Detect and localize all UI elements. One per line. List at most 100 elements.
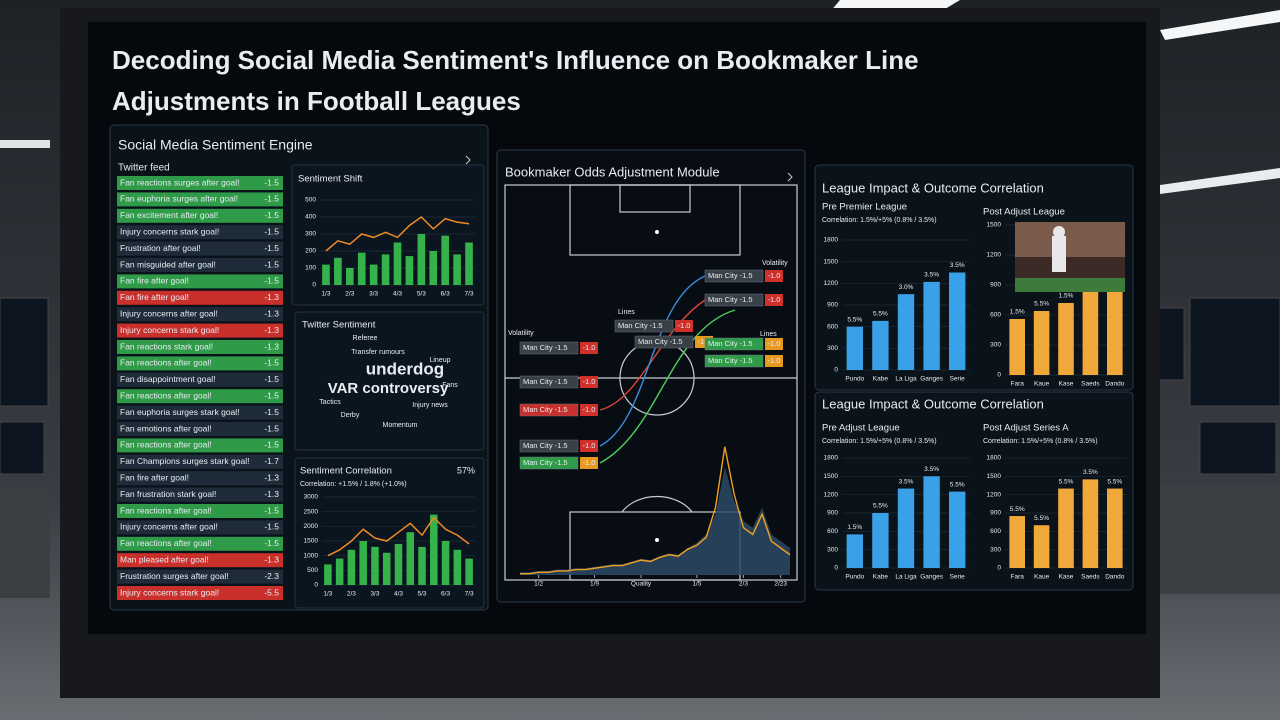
word: Referee <box>353 335 378 342</box>
feed-row <box>117 389 283 404</box>
feed-text: Injury concerns after goal! <box>120 308 218 318</box>
feed-row <box>117 536 283 551</box>
feed-value: -1.5 <box>264 423 279 433</box>
x-tick-label: 7/3 <box>465 291 474 298</box>
x-tick-label: La Liga <box>895 574 917 581</box>
panel-title: Social Media Sentiment Engine <box>118 137 313 153</box>
y-tick-label: 1200 <box>824 491 839 498</box>
bar <box>429 251 438 285</box>
bar <box>334 257 342 285</box>
feed-value: -1.5 <box>264 276 279 286</box>
y-tick-label: 900 <box>827 510 838 517</box>
expand-icon[interactable] <box>465 155 471 165</box>
bar <box>335 558 344 585</box>
feed-text: Fan excitement after goal! <box>120 210 218 220</box>
feed-value: -1.7 <box>264 456 279 466</box>
feed-text: Fan euphoria surges after goal! <box>120 194 238 204</box>
feed-row <box>117 471 283 486</box>
panel-title: League Impact & Outcome Correlation <box>822 396 1044 411</box>
side-monitor <box>1157 307 1185 381</box>
y-tick-label: 300 <box>990 342 1001 349</box>
odds-badge <box>580 404 598 416</box>
y-tick-label: 900 <box>990 510 1001 517</box>
bar-note: 5.5% <box>873 311 888 318</box>
page-title: Adjustments in Football Leagues <box>112 86 521 116</box>
odds-box <box>614 319 674 333</box>
bar <box>1009 319 1026 375</box>
penalty-spot <box>655 538 659 542</box>
bar <box>923 476 940 568</box>
odds-box <box>704 337 764 351</box>
odds-change: -1.0 <box>583 441 596 450</box>
y-tick-label: 600 <box>827 323 838 330</box>
x-tick-label: 6/3 <box>441 591 450 598</box>
odds-box <box>519 456 579 470</box>
feed-row <box>117 487 283 502</box>
chart-subtitle: Correlation: 1.5%/+5% (0.8% / 3.5%) <box>822 438 937 445</box>
feed-value: -1.5 <box>264 259 279 269</box>
bar <box>359 541 367 585</box>
y-tick-label: 100 <box>305 265 316 272</box>
y-tick-label: 0 <box>312 282 316 289</box>
word: Tactics <box>319 399 341 406</box>
odds-team: Man City -1.5 <box>708 339 753 348</box>
odds-box <box>519 439 579 453</box>
bar <box>923 281 940 370</box>
feed-row <box>117 520 283 535</box>
y-tick-label: 3000 <box>304 494 319 501</box>
x-tick-label: 4/3 <box>393 291 402 298</box>
x-tick-label: 1/3 <box>321 291 330 298</box>
x-tick-label: Saeds <box>1081 574 1100 581</box>
y-tick-label: 1800 <box>824 237 839 244</box>
bar <box>465 242 473 285</box>
side-monitor <box>1189 297 1280 407</box>
feed-row <box>117 405 283 420</box>
chart-subtitle: Correlation: 1.5%/+5% (0.8% / 3.5%) <box>983 438 1098 445</box>
chart-title: Sentiment Shift <box>298 174 363 185</box>
x-tick-label: 2/3 <box>345 291 354 298</box>
feed-text: Fan emotions after goal! <box>120 423 212 433</box>
x-tick-label: Kabe <box>873 574 889 581</box>
y-tick-label: 400 <box>305 214 316 221</box>
y-tick-label: 0 <box>314 582 318 589</box>
x-tick-label: 5/3 <box>417 291 426 298</box>
word: Injury news <box>412 402 448 409</box>
bar <box>369 264 378 285</box>
x-tick-label: La Liga <box>895 376 917 383</box>
bar-note: 3.5% <box>950 262 965 269</box>
odds-box <box>704 293 764 307</box>
feed-value: -1.5 <box>264 522 279 532</box>
odds-team: Man City -1.5 <box>638 337 683 346</box>
bar <box>1058 488 1074 568</box>
bar-note: 1.5% <box>847 524 862 531</box>
odds-change: -1.0 <box>583 458 596 467</box>
feed-text: Fan disappointment goal! <box>120 374 215 384</box>
feed-text: Injury concerns after goal! <box>120 522 218 532</box>
odds-team: Man City -1.5 <box>708 271 753 280</box>
panel <box>814 391 1134 591</box>
bar <box>872 320 889 370</box>
y-tick-label: 0 <box>834 565 838 572</box>
expand-icon[interactable] <box>787 172 793 182</box>
y-tick-label: 300 <box>990 546 1001 553</box>
bar-note: 5.5% <box>1034 301 1049 308</box>
feed-value: -1.5 <box>264 440 279 450</box>
x-tick-label: Saeds <box>1081 381 1100 388</box>
bar-note: 3.5% <box>1083 469 1098 476</box>
bar-note: 3.5% <box>924 272 939 279</box>
feed-text: Fan reactions after goal! <box>120 358 212 368</box>
odds-change: -1.0 <box>768 295 781 304</box>
side-monitor <box>0 297 49 407</box>
y-tick-label: 1200 <box>987 252 1002 259</box>
odds-team: Man City -1.5 <box>523 405 568 414</box>
odds-badge <box>580 457 598 469</box>
bar <box>441 235 450 285</box>
feed-row <box>117 208 283 223</box>
odds-badge <box>580 342 598 354</box>
odds-box <box>704 354 764 368</box>
odds-team: Man City -1.5 <box>523 441 568 450</box>
odds-change: -1.0 <box>768 339 781 348</box>
chart-subtitle: Correlation: +1.5% / 1.8% (+1.0%) <box>300 481 407 488</box>
feed-row <box>117 340 283 354</box>
